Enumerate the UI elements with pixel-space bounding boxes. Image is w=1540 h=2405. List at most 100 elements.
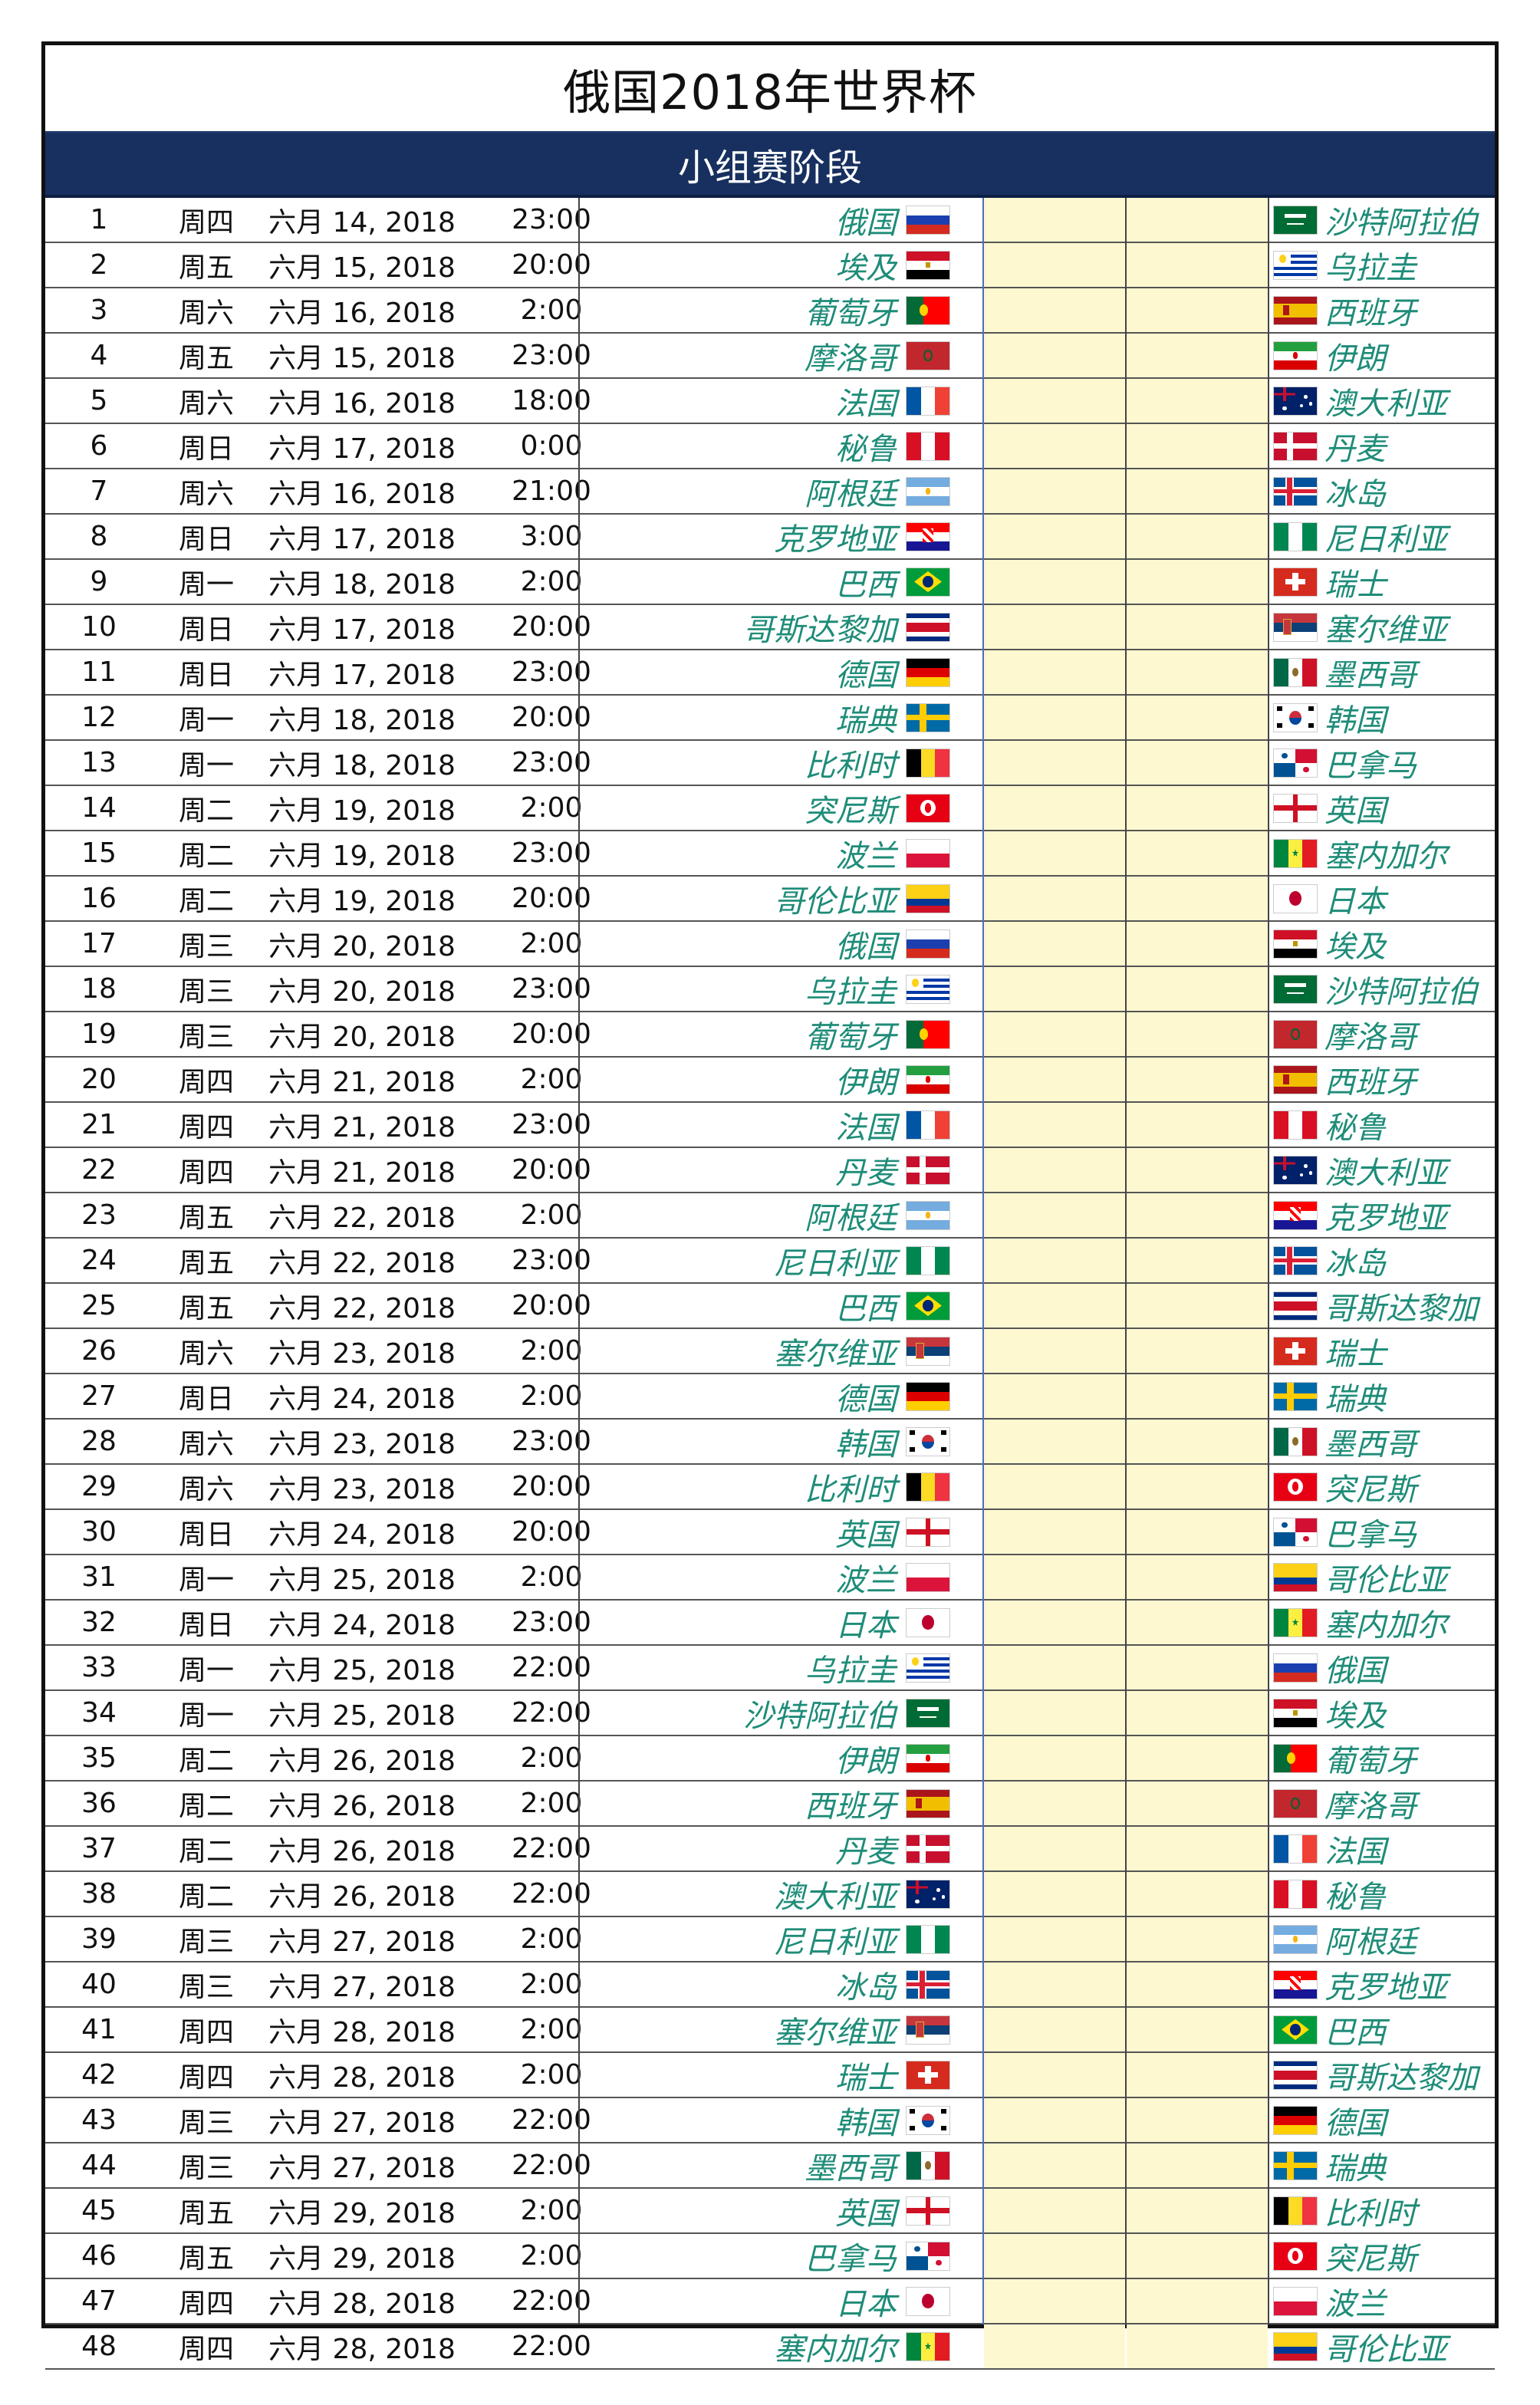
away-score-cell[interactable] — [1127, 1058, 1268, 1101]
away-score-cell[interactable] — [1127, 1691, 1268, 1735]
away-score-cell[interactable] — [1127, 1103, 1268, 1147]
away-score-cell[interactable] — [1127, 334, 1268, 377]
away-score-cell[interactable] — [1127, 1012, 1268, 1056]
away-score-cell[interactable] — [1127, 243, 1268, 287]
home-score-cell[interactable] — [984, 1103, 1125, 1147]
away-score-cell[interactable] — [1127, 1510, 1268, 1554]
away-score-cell[interactable] — [1127, 1239, 1268, 1282]
away-score-cell[interactable] — [1127, 1193, 1268, 1237]
home-score-cell[interactable] — [984, 2279, 1125, 2323]
home-score-cell[interactable] — [984, 877, 1125, 920]
away-score-cell[interactable] — [1127, 1736, 1268, 1780]
away-score-cell[interactable] — [1127, 2053, 1268, 2097]
home-score-cell[interactable] — [984, 424, 1125, 468]
away-score-cell[interactable] — [1127, 198, 1268, 242]
away-score-cell[interactable] — [1127, 424, 1268, 468]
away-score-cell[interactable] — [1127, 2008, 1268, 2051]
away-score-cell[interactable] — [1127, 2098, 1268, 2142]
home-score-cell[interactable] — [984, 1239, 1125, 1282]
home-score-cell[interactable] — [984, 786, 1125, 830]
home-score-cell[interactable] — [984, 1465, 1125, 1508]
away-flag-cell — [1271, 605, 1320, 649]
home-score-cell[interactable] — [984, 922, 1125, 966]
home-score-cell[interactable] — [984, 2234, 1125, 2278]
away-score-cell[interactable] — [1127, 1374, 1268, 1418]
away-score-cell[interactable] — [1127, 967, 1268, 1011]
away-score-cell[interactable] — [1127, 1827, 1268, 1870]
away-score-cell[interactable] — [1127, 469, 1268, 513]
away-score-cell[interactable] — [1127, 560, 1268, 604]
away-score-cell[interactable] — [1127, 1284, 1268, 1328]
away-score-cell[interactable] — [1127, 288, 1268, 332]
home-score-cell[interactable] — [984, 1827, 1125, 1870]
away-score-cell[interactable] — [1127, 741, 1268, 785]
home-score-cell[interactable] — [984, 967, 1125, 1011]
home-score-cell[interactable] — [984, 334, 1125, 377]
away-score-cell[interactable] — [1127, 1917, 1268, 1961]
home-score-cell[interactable] — [984, 288, 1125, 332]
away-score-cell[interactable] — [1127, 1872, 1268, 1916]
home-score-cell[interactable] — [984, 1284, 1125, 1328]
away-score-cell[interactable] — [1127, 786, 1268, 830]
home-score-cell[interactable] — [984, 2324, 1125, 2368]
home-score-cell[interactable] — [984, 379, 1125, 423]
home-score-cell[interactable] — [984, 650, 1125, 694]
home-score-cell[interactable] — [984, 1691, 1125, 1735]
away-score-cell[interactable] — [1127, 515, 1268, 558]
away-score-cell[interactable] — [1127, 2143, 1268, 2187]
home-score-cell[interactable] — [984, 1872, 1125, 1916]
away-score-cell[interactable] — [1127, 1962, 1268, 2006]
away-score-cell[interactable] — [1127, 2234, 1268, 2278]
away-score-cell[interactable] — [1127, 605, 1268, 649]
home-score-cell[interactable] — [984, 831, 1125, 875]
away-score-cell[interactable] — [1127, 1601, 1268, 1644]
away-score-cell[interactable] — [1127, 696, 1268, 739]
away-score-cell[interactable] — [1127, 877, 1268, 920]
away-score-cell[interactable] — [1127, 922, 1268, 966]
home-score-cell[interactable] — [984, 1510, 1125, 1554]
home-score-cell[interactable] — [984, 1329, 1125, 1373]
home-score-cell[interactable] — [984, 2143, 1125, 2187]
away-score-cell[interactable] — [1127, 1782, 1268, 1825]
home-score-cell[interactable] — [984, 1736, 1125, 1780]
home-score-cell[interactable] — [984, 1058, 1125, 1101]
away-score-cell[interactable] — [1127, 1329, 1268, 1373]
home-score-cell[interactable] — [984, 605, 1125, 649]
home-score-cell[interactable] — [984, 1782, 1125, 1825]
home-score-cell[interactable] — [984, 2053, 1125, 2097]
home-score-cell[interactable] — [984, 243, 1125, 287]
home-score-cell[interactable] — [984, 1601, 1125, 1644]
away-score-cell[interactable] — [1127, 2189, 1268, 2232]
home-score-cell[interactable] — [984, 1555, 1125, 1599]
away-score-cell[interactable] — [1127, 379, 1268, 423]
column-divider-teams — [578, 198, 580, 2324]
home-score-cell[interactable] — [984, 1374, 1125, 1418]
away-score-cell[interactable] — [1127, 2279, 1268, 2323]
home-score-cell[interactable] — [984, 2189, 1125, 2232]
home-score-cell[interactable] — [984, 741, 1125, 785]
away-score-cell[interactable] — [1127, 2324, 1268, 2368]
home-score-cell[interactable] — [984, 1917, 1125, 1961]
home-score-cell[interactable] — [984, 1193, 1125, 1237]
home-score-cell[interactable] — [984, 515, 1125, 558]
home-score-cell[interactable] — [984, 2098, 1125, 2142]
home-score-cell[interactable] — [984, 469, 1125, 513]
away-score-cell[interactable] — [1127, 831, 1268, 875]
away-score-cell[interactable] — [1127, 650, 1268, 694]
home-score-cell[interactable] — [984, 1646, 1125, 1689]
home-team: 沙特阿拉伯 — [743, 1698, 897, 1734]
home-score-cell[interactable] — [984, 1012, 1125, 1056]
away-score-cell[interactable] — [1127, 1555, 1268, 1599]
home-score-cell[interactable] — [984, 2008, 1125, 2051]
home-score-cell[interactable] — [984, 1962, 1125, 2006]
home-score-cell[interactable] — [984, 1148, 1125, 1192]
away-score-cell[interactable] — [1127, 1465, 1268, 1508]
home-score-cell[interactable] — [984, 696, 1125, 739]
home-score-cell[interactable] — [984, 1420, 1125, 1463]
home-flag-cell — [903, 1420, 953, 1463]
home-score-cell[interactable] — [984, 560, 1125, 604]
away-score-cell[interactable] — [1127, 1148, 1268, 1192]
away-score-cell[interactable] — [1127, 1420, 1268, 1463]
home-score-cell[interactable] — [984, 198, 1125, 242]
away-score-cell[interactable] — [1127, 1646, 1268, 1689]
